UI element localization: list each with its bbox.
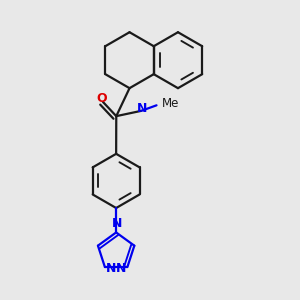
Text: O: O bbox=[96, 92, 107, 105]
Text: Me: Me bbox=[162, 97, 179, 110]
Text: N: N bbox=[116, 262, 127, 275]
Text: N: N bbox=[106, 262, 116, 275]
Text: N: N bbox=[137, 102, 147, 115]
Text: N: N bbox=[112, 217, 122, 230]
